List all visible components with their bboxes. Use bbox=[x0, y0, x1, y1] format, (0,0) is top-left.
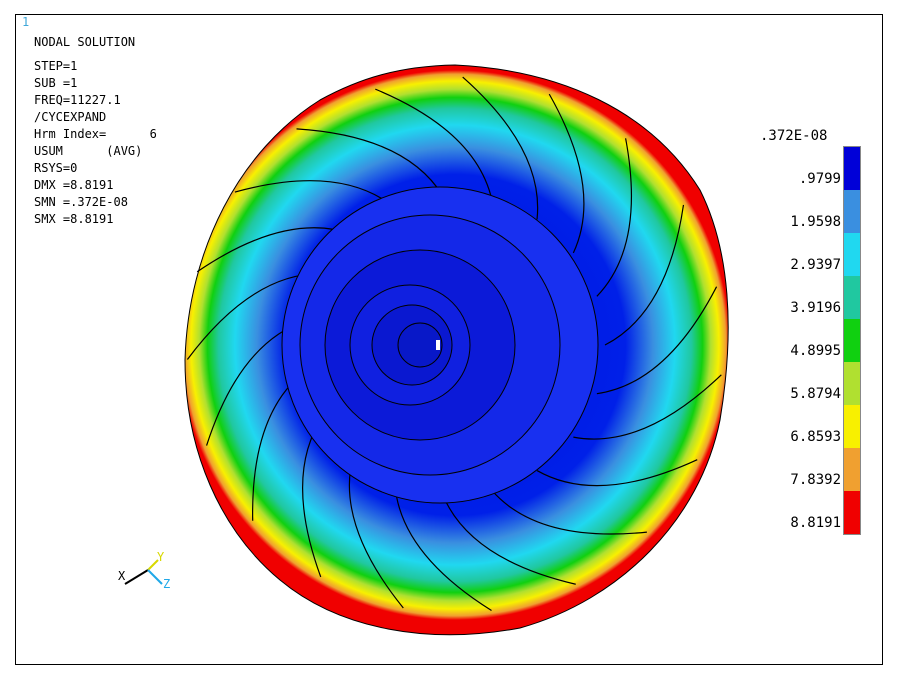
legend-label-5: 4.8995 bbox=[790, 343, 841, 359]
legend-swatch-9 bbox=[844, 491, 860, 534]
legend-swatch-3 bbox=[844, 233, 860, 276]
info-usum: USUM (AVG) bbox=[34, 144, 143, 158]
legend-label-9: 8.8191 bbox=[790, 515, 841, 531]
info-sub: SUB =1 bbox=[34, 76, 78, 90]
info-cycexpand: /CYCEXPAND bbox=[34, 110, 107, 124]
legend-label-1: .9799 bbox=[798, 171, 841, 187]
blade-edge bbox=[573, 374, 722, 440]
blade-edge bbox=[596, 138, 633, 297]
info-harmonic-index: Hrm Index= 6 bbox=[34, 127, 157, 141]
info-freq: FREQ=11227.1 bbox=[34, 93, 121, 107]
legend-color-bar bbox=[843, 146, 861, 535]
legend-label-6: 5.8794 bbox=[790, 386, 841, 402]
info-dmx: DMX =8.8191 bbox=[34, 178, 114, 192]
legend-swatch-7 bbox=[844, 405, 860, 448]
legend-label-4: 3.9196 bbox=[790, 300, 841, 316]
blade-edge bbox=[596, 286, 718, 395]
legend-swatch-2 bbox=[844, 190, 860, 233]
legend-swatch-1 bbox=[844, 147, 860, 190]
blade-edge bbox=[536, 459, 698, 487]
blade-edge bbox=[548, 93, 585, 254]
legend-min-label: .372E-08 bbox=[760, 128, 828, 144]
legend-swatch-8 bbox=[844, 448, 860, 491]
info-title: NODAL SOLUTION bbox=[34, 35, 136, 49]
triad-z-label: Z bbox=[163, 577, 170, 591]
blade-edge bbox=[442, 494, 576, 585]
legend-swatch-5 bbox=[844, 319, 860, 362]
blade-edge bbox=[462, 76, 539, 220]
legend-label-7: 6.8593 bbox=[790, 429, 841, 445]
info-step: STEP=1 bbox=[34, 59, 78, 73]
blade-edge bbox=[604, 204, 685, 346]
blade-edge bbox=[296, 128, 444, 196]
blade-edge bbox=[375, 88, 493, 200]
blade-edge bbox=[491, 490, 647, 535]
bore bbox=[397, 322, 443, 368]
graphics-window-frame bbox=[15, 14, 883, 665]
legend-label-2: 1.9598 bbox=[790, 214, 841, 230]
triad-y-label: Y bbox=[157, 550, 165, 564]
info-smx: SMX =8.8191 bbox=[34, 212, 114, 226]
info-rsys: RSYS=0 bbox=[34, 161, 78, 175]
legend-swatch-4 bbox=[844, 276, 860, 319]
bore-highlight bbox=[436, 340, 440, 350]
legend-label-3: 2.9397 bbox=[790, 257, 841, 273]
legend-swatch-6 bbox=[844, 362, 860, 405]
blade-edge bbox=[394, 482, 492, 612]
triad-x-label: X bbox=[118, 569, 126, 583]
window-number: 1 bbox=[22, 15, 30, 29]
legend-label-8: 7.8392 bbox=[790, 472, 841, 488]
info-smn: SMN =.372E-08 bbox=[34, 195, 128, 209]
